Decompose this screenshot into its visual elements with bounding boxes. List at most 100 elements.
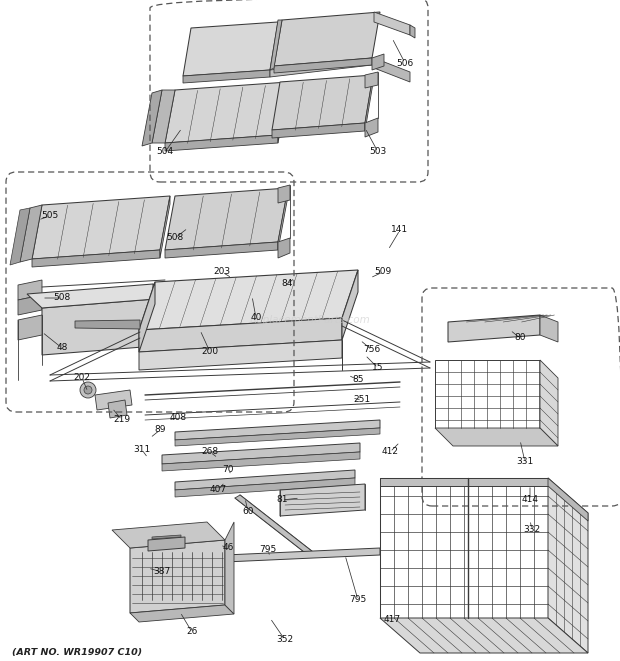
Polygon shape bbox=[175, 470, 355, 490]
Polygon shape bbox=[165, 135, 278, 151]
Polygon shape bbox=[139, 270, 358, 330]
Polygon shape bbox=[152, 535, 181, 539]
Polygon shape bbox=[372, 54, 384, 70]
Polygon shape bbox=[380, 618, 588, 653]
Text: 85: 85 bbox=[352, 375, 364, 385]
Text: 412: 412 bbox=[381, 447, 399, 457]
Text: 203: 203 bbox=[213, 268, 231, 276]
Polygon shape bbox=[365, 118, 378, 137]
Polygon shape bbox=[20, 205, 42, 262]
Polygon shape bbox=[175, 420, 380, 440]
Polygon shape bbox=[152, 90, 175, 143]
Polygon shape bbox=[278, 82, 288, 143]
Polygon shape bbox=[10, 208, 30, 265]
Polygon shape bbox=[32, 196, 170, 259]
Text: 141: 141 bbox=[391, 225, 409, 235]
Polygon shape bbox=[280, 484, 365, 516]
Polygon shape bbox=[139, 318, 342, 352]
Polygon shape bbox=[162, 443, 360, 464]
Polygon shape bbox=[18, 315, 42, 340]
Polygon shape bbox=[548, 478, 588, 521]
Polygon shape bbox=[278, 188, 288, 250]
Text: 80: 80 bbox=[514, 334, 526, 342]
Polygon shape bbox=[42, 298, 168, 355]
Text: 407: 407 bbox=[210, 485, 226, 494]
Polygon shape bbox=[365, 75, 373, 131]
Text: 332: 332 bbox=[523, 525, 541, 535]
Polygon shape bbox=[142, 90, 162, 146]
Text: 414: 414 bbox=[521, 496, 539, 504]
Polygon shape bbox=[342, 270, 358, 340]
Polygon shape bbox=[448, 315, 540, 342]
Text: 40: 40 bbox=[250, 313, 262, 323]
Polygon shape bbox=[183, 22, 278, 76]
Polygon shape bbox=[165, 188, 288, 250]
Polygon shape bbox=[75, 320, 140, 329]
Polygon shape bbox=[278, 185, 290, 203]
Polygon shape bbox=[108, 400, 127, 418]
Text: 795: 795 bbox=[259, 545, 277, 555]
Polygon shape bbox=[160, 196, 170, 258]
Text: 387: 387 bbox=[153, 568, 170, 576]
Polygon shape bbox=[410, 25, 415, 38]
Text: 504: 504 bbox=[156, 147, 174, 157]
Text: 508: 508 bbox=[53, 293, 71, 303]
Text: 84: 84 bbox=[281, 280, 293, 288]
Polygon shape bbox=[225, 548, 380, 562]
Polygon shape bbox=[278, 238, 290, 258]
Polygon shape bbox=[183, 70, 270, 83]
Text: 219: 219 bbox=[113, 416, 131, 424]
Polygon shape bbox=[274, 58, 372, 73]
Text: 506: 506 bbox=[396, 59, 414, 67]
Text: 331: 331 bbox=[516, 457, 534, 467]
Text: 508: 508 bbox=[166, 233, 184, 243]
Polygon shape bbox=[374, 58, 410, 82]
Polygon shape bbox=[540, 360, 558, 446]
Polygon shape bbox=[148, 537, 185, 551]
Polygon shape bbox=[272, 123, 365, 138]
Polygon shape bbox=[270, 58, 372, 77]
Text: 505: 505 bbox=[42, 212, 59, 221]
Text: 89: 89 bbox=[154, 426, 166, 434]
Text: 70: 70 bbox=[222, 465, 234, 475]
Polygon shape bbox=[112, 522, 225, 548]
Text: 200: 200 bbox=[202, 348, 219, 356]
Polygon shape bbox=[165, 82, 288, 143]
Polygon shape bbox=[540, 315, 558, 342]
Polygon shape bbox=[162, 452, 360, 471]
Polygon shape bbox=[27, 284, 168, 308]
Polygon shape bbox=[235, 495, 313, 555]
Polygon shape bbox=[175, 428, 380, 446]
Polygon shape bbox=[139, 282, 155, 352]
Circle shape bbox=[84, 386, 92, 394]
Circle shape bbox=[80, 382, 96, 398]
Polygon shape bbox=[548, 478, 588, 653]
Text: 311: 311 bbox=[133, 446, 151, 455]
Text: 81: 81 bbox=[277, 496, 288, 504]
Text: 15: 15 bbox=[372, 364, 384, 373]
Text: 352: 352 bbox=[277, 635, 293, 644]
Polygon shape bbox=[365, 72, 378, 88]
Polygon shape bbox=[374, 12, 410, 35]
Polygon shape bbox=[270, 20, 282, 70]
Polygon shape bbox=[225, 522, 234, 614]
Text: 46: 46 bbox=[223, 543, 234, 553]
Polygon shape bbox=[274, 12, 380, 66]
Polygon shape bbox=[95, 390, 132, 410]
Polygon shape bbox=[130, 605, 234, 622]
Text: 251: 251 bbox=[353, 395, 371, 405]
Polygon shape bbox=[153, 284, 168, 345]
Polygon shape bbox=[130, 540, 225, 613]
Polygon shape bbox=[32, 250, 160, 267]
Polygon shape bbox=[380, 478, 548, 486]
Polygon shape bbox=[175, 478, 355, 497]
Polygon shape bbox=[18, 280, 42, 300]
Text: 202: 202 bbox=[74, 373, 91, 383]
Polygon shape bbox=[139, 340, 342, 370]
Text: 268: 268 bbox=[202, 447, 219, 457]
Polygon shape bbox=[435, 428, 558, 446]
Text: 26: 26 bbox=[187, 627, 198, 637]
Polygon shape bbox=[165, 242, 278, 258]
Text: 417: 417 bbox=[383, 615, 401, 625]
Text: 509: 509 bbox=[374, 268, 392, 276]
